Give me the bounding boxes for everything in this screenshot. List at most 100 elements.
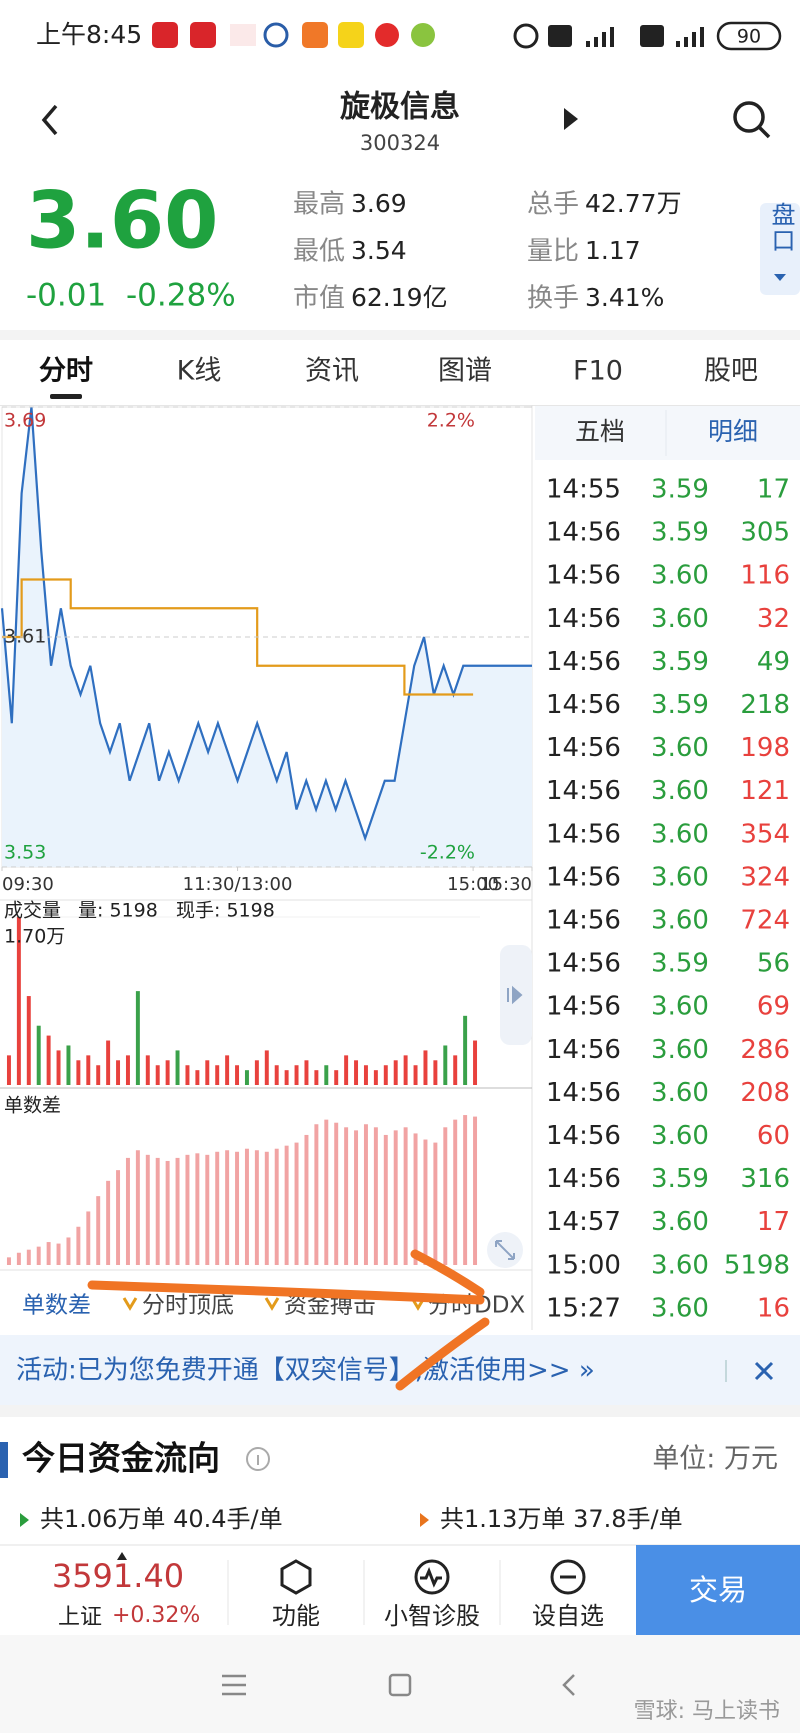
nav-bar: [0, 1635, 800, 1733]
info-icon[interactable]: [246, 1447, 270, 1471]
expand-button[interactable]: [487, 1232, 523, 1268]
trade-button-label[interactable]: 交易: [689, 1573, 747, 1607]
trade-price: 3.60: [651, 992, 709, 1022]
bar: [254, 1150, 259, 1265]
bar: [393, 1060, 398, 1085]
trade-time: 14:56: [546, 992, 621, 1022]
trade-time: 14:56: [546, 518, 621, 548]
trade-volume: 49: [757, 647, 790, 677]
index-value: 3591.40: [52, 1557, 184, 1595]
search-button[interactable]: [733, 101, 771, 139]
next-button[interactable]: [564, 108, 578, 130]
home-button[interactable]: [388, 1673, 412, 1697]
y-tick-label: 3.53: [4, 842, 46, 864]
tab[interactable]: 资讯: [305, 356, 359, 387]
trade-button[interactable]: [636, 1545, 800, 1635]
panel-annotation: 量: 5198: [78, 900, 158, 922]
indicator-tab[interactable]: 分时顶底: [142, 1293, 234, 1319]
indicator-tab[interactable]: 单数差: [22, 1293, 91, 1319]
trade-price: 3.60: [651, 1121, 709, 1151]
trade-time: 14:56: [546, 949, 621, 979]
last-price: 3.60: [26, 176, 218, 266]
trade-price: 3.59: [651, 518, 709, 548]
toolbar-button[interactable]: 小智诊股: [384, 1602, 480, 1630]
bar: [373, 1127, 378, 1265]
tab[interactable]: 图谱: [438, 356, 492, 387]
y-tick-label: 1.70万: [4, 926, 65, 948]
bar: [185, 1154, 190, 1265]
trade-volume: 116: [740, 561, 790, 591]
trade-time: 14:56: [546, 906, 621, 936]
bar: [175, 1050, 180, 1085]
bar: [304, 1134, 309, 1265]
trade-volume: 5198: [724, 1250, 790, 1280]
stat-value: 62.19亿: [351, 283, 448, 312]
trade-time: 14:56: [546, 1164, 621, 1194]
trade-tab[interactable]: 明细: [708, 417, 758, 446]
tab[interactable]: 股吧: [704, 356, 758, 387]
toolbar-button[interactable]: 功能: [272, 1602, 320, 1630]
bar: [215, 1151, 220, 1265]
nav-back-button[interactable]: [562, 1674, 575, 1696]
trade-time: 14:56: [546, 862, 621, 892]
trade-volume: 198: [740, 733, 790, 763]
unit-label: 单位: 万元: [652, 1444, 778, 1475]
price-change: -0.01: [26, 278, 106, 314]
bar: [125, 1157, 130, 1265]
trade-volume: 17: [757, 475, 790, 505]
back-button[interactable]: [41, 104, 58, 136]
banner[interactable]: [0, 1335, 800, 1405]
trade-tab[interactable]: 五档: [575, 417, 625, 446]
trade-volume: 56: [757, 949, 790, 979]
banner-text[interactable]: 活动:已为您免费开通【双突信号】,激活使用>> »: [16, 1356, 595, 1386]
trade-time: 14:56: [546, 647, 621, 677]
bar: [354, 1130, 359, 1265]
bar: [36, 1246, 41, 1265]
stat-label: 市值: [293, 284, 345, 314]
bar: [373, 1070, 378, 1085]
bar: [116, 1170, 121, 1265]
bar: [6, 1055, 11, 1085]
x-tick-label: 11:30/13:00: [183, 874, 293, 895]
bar: [304, 1060, 309, 1085]
trade-price: 3.60: [651, 906, 709, 936]
bar: [274, 1065, 279, 1085]
average-line: [2, 578, 474, 696]
trade-price: 3.59: [651, 690, 709, 720]
menu-button[interactable]: [222, 1674, 246, 1696]
trade-price: 3.60: [651, 1078, 709, 1108]
tab[interactable]: 分时: [39, 356, 93, 387]
panel-annotation: 现手: 5198: [176, 900, 275, 922]
bar: [195, 1153, 200, 1265]
trade-price: 3.60: [651, 1207, 709, 1237]
trade-price: 3.59: [651, 949, 709, 979]
bar: [393, 1130, 398, 1265]
trade-price: 3.60: [651, 604, 709, 634]
bar: [235, 1065, 240, 1085]
stat-label: 最高: [293, 190, 345, 220]
trade-time: 14:56: [546, 1078, 621, 1108]
tab[interactable]: F10: [573, 356, 623, 387]
bar: [423, 1139, 428, 1265]
side-tab-label[interactable]: 盘口: [767, 202, 795, 254]
trade-volume: 121: [740, 776, 790, 806]
bar: [473, 1040, 478, 1085]
trade-volume: 32: [757, 604, 790, 634]
bar: [155, 1065, 160, 1085]
bar: [66, 1237, 71, 1265]
bar: [453, 1055, 458, 1085]
bar: [106, 1040, 111, 1085]
tab[interactable]: K线: [177, 356, 222, 387]
trade-price: 3.59: [651, 1164, 709, 1194]
toolbar-button[interactable]: 设自选: [532, 1602, 604, 1630]
bar: [56, 1050, 61, 1085]
index-marker: [117, 1552, 127, 1560]
side-tab[interactable]: [760, 203, 800, 295]
bar: [205, 1060, 210, 1085]
separator: [0, 330, 800, 340]
bar: [254, 1060, 259, 1085]
status-time: 上午8:45: [36, 20, 142, 49]
close-banner[interactable]: [754, 1361, 774, 1381]
bar: [284, 1145, 289, 1265]
